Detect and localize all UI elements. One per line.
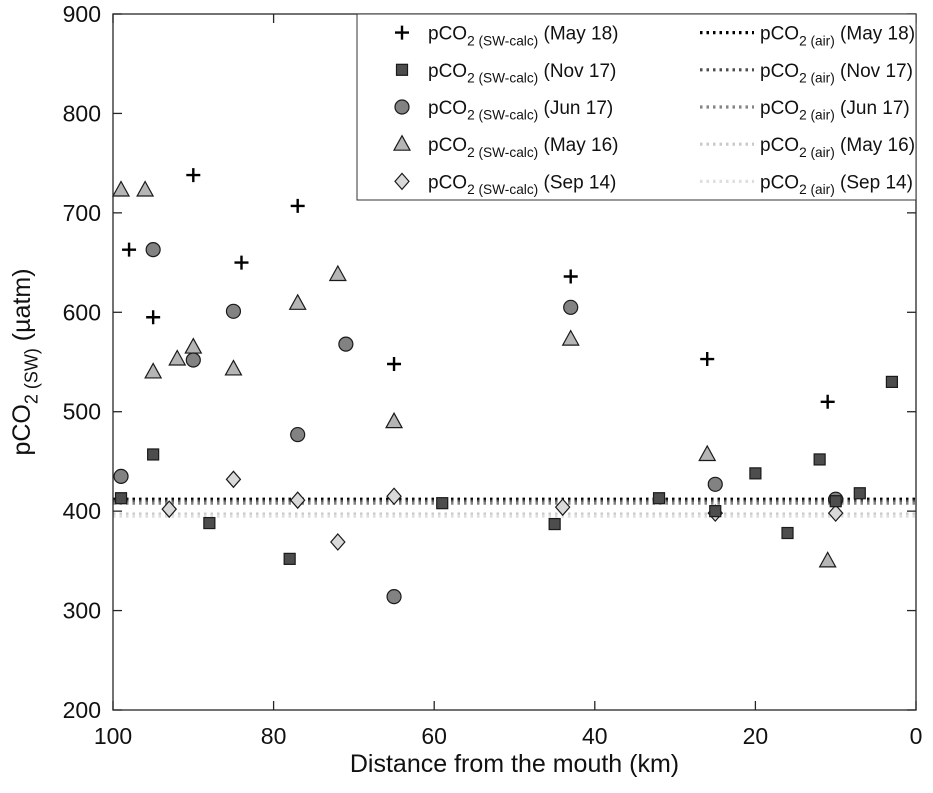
legend-label-air: pCO2 (air) (May 16) [760, 135, 915, 160]
x-tick-label: 80 [261, 723, 287, 749]
legend-label-air: pCO2 (air) (Sep 14) [760, 172, 913, 197]
data-point-sw-calc-may16 [288, 293, 307, 310]
y-axis-label: pCO2 (SW) (µatm) [8, 268, 42, 455]
series-sw-calc-may16 [112, 180, 837, 568]
series-group [112, 168, 899, 605]
data-point-sw-calc-may18 [234, 255, 249, 270]
legend-marker-plus [395, 25, 409, 40]
data-point-sw-calc-nov17 [829, 495, 842, 508]
legend-label-air: pCO2 (air) (Nov 17) [760, 61, 913, 86]
data-point-sw-calc-nov17 [781, 526, 794, 540]
data-point-sw-calc-may16 [698, 444, 717, 462]
legend-label-air: pCO2 (air) (Jun 17) [760, 98, 910, 123]
legend-label-sw: pCO2 (SW-calc) (May 18) [428, 24, 618, 49]
y-tick-label: 400 [63, 498, 101, 524]
legend-label-sw: pCO2 (SW-calc) (Jun 17) [428, 98, 613, 123]
data-point-sw-calc-nov17 [203, 516, 216, 530]
legend-marker-triangle [392, 134, 412, 151]
y-tick-label: 900 [63, 1, 101, 27]
y-tick-label: 800 [63, 100, 101, 126]
data-point-sw-calc-jun17 [338, 336, 354, 352]
data-point-sw-calc-nov17 [147, 448, 160, 461]
y-tick-label: 600 [63, 299, 101, 325]
legend-item-sw-calc-nov17: pCO2 (SW-calc) (Nov 17) pCO2 (air) (Nov 1… [395, 61, 913, 86]
data-point-sw-calc-nov17 [885, 375, 899, 388]
legend-item-sw-calc-may16: pCO2 (SW-calc) (May 16) pCO2 (air) (May 1… [392, 134, 915, 160]
data-point-sw-calc-nov17 [749, 467, 762, 480]
data-point-sw-calc-may16 [136, 180, 155, 197]
data-point-sw-calc-may16 [168, 349, 187, 366]
legend-marker-diamond [394, 172, 410, 191]
data-point-sw-calc-sep14 [161, 500, 178, 519]
data-point-sw-calc-jun17 [185, 352, 201, 368]
data-point-sw-calc-may18 [820, 394, 835, 409]
data-point-sw-calc-may18 [290, 198, 305, 213]
data-point-sw-calc-may18 [700, 352, 715, 367]
legend-marker-square [395, 63, 409, 76]
data-point-sw-calc-may16 [144, 362, 163, 379]
data-point-sw-calc-may16 [818, 551, 837, 568]
legend-item-sw-calc-jun17: pCO2 (SW-calc) (Jun 17) pCO2 (air) (Jun 1… [394, 98, 910, 123]
data-point-sw-calc-may18 [186, 168, 201, 183]
data-point-sw-calc-sep14 [330, 533, 346, 551]
legend-item-sw-calc-may18: pCO2 (SW-calc) (May 18) pCO2 (air) (May 1… [395, 24, 915, 49]
data-point-sw-calc-may16 [561, 329, 580, 346]
legend-item-sw-calc-sep14: pCO2 (SW-calc) (Sep 14) pCO2 (air) (Sep 1… [394, 172, 913, 197]
data-point-sw-calc-may18 [563, 269, 578, 284]
data-point-sw-calc-jun17 [707, 476, 723, 492]
data-point-sw-calc-nov17 [853, 487, 866, 500]
data-point-sw-calc-nov17 [813, 453, 826, 466]
data-point-sw-calc-nov17 [114, 492, 128, 505]
x-tick-label: 60 [421, 723, 447, 749]
data-point-sw-calc-may16 [385, 411, 404, 429]
legend-label-air: pCO2 (air) (May 18) [760, 24, 915, 49]
data-point-sw-calc-may18 [146, 310, 161, 325]
data-point-sw-calc-nov17 [436, 497, 449, 510]
data-point-sw-calc-jun17 [145, 242, 161, 258]
series-sw-calc-nov17 [114, 375, 899, 565]
data-point-sw-calc-may16 [328, 264, 347, 282]
data-point-sw-calc-nov17 [709, 505, 722, 518]
y-tick-label: 300 [63, 598, 101, 624]
data-point-sw-calc-nov17 [548, 517, 561, 531]
data-point-sw-calc-sep14 [386, 487, 402, 506]
data-point-sw-calc-jun17 [563, 299, 579, 315]
data-point-sw-calc-may18 [387, 356, 402, 371]
data-point-sw-calc-may18 [122, 242, 137, 257]
data-point-sw-calc-may16 [224, 359, 243, 376]
data-point-sw-calc-jun17 [290, 426, 306, 443]
legend-label-sw: pCO2 (SW-calc) (May 16) [428, 135, 618, 160]
x-axis-label: Distance from the mouth (km) [350, 750, 679, 778]
legend-label-sw: pCO2 (SW-calc) (Sep 14) [428, 172, 616, 197]
data-point-sw-calc-jun17 [113, 468, 129, 484]
data-point-sw-calc-sep14 [289, 491, 306, 510]
data-point-sw-calc-sep14 [827, 504, 844, 523]
data-point-sw-calc-may16 [112, 180, 131, 197]
data-point-sw-calc-sep14 [225, 470, 242, 489]
x-tick-label: 0 [910, 723, 923, 749]
series-sw-calc-may18 [122, 168, 835, 409]
data-point-sw-calc-jun17 [225, 303, 242, 319]
data-point-sw-calc-sep14 [554, 498, 571, 517]
data-point-sw-calc-nov17 [283, 552, 296, 565]
y-tick-label: 200 [63, 697, 101, 723]
legend-box [356, 13, 917, 201]
y-tick-label: 500 [63, 399, 101, 425]
legend-marker-circle [394, 99, 410, 115]
x-tick-label: 20 [743, 723, 769, 749]
series-sw-calc-sep14 [161, 470, 844, 551]
data-point-sw-calc-jun17 [386, 589, 402, 605]
y-tick-label: 700 [63, 200, 101, 226]
data-point-sw-calc-nov17 [652, 492, 666, 505]
x-tick-label: 40 [582, 723, 608, 749]
x-tick-label: 100 [94, 723, 132, 749]
legend: pCO2 (SW-calc) (May 18) pCO2 (air) (May 1… [356, 13, 917, 201]
legend-label-sw: pCO2 (SW-calc) (Nov 17) [428, 61, 616, 86]
